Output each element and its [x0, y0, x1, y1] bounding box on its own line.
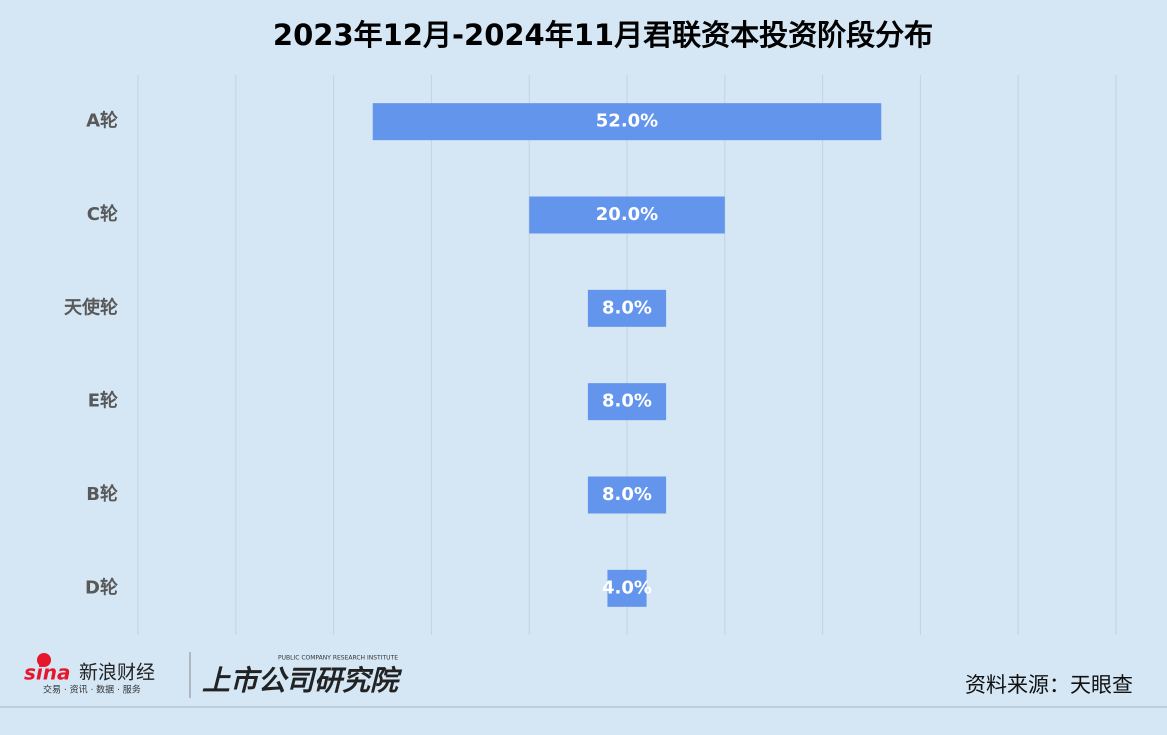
sina-logo: sina 新浪财经 交易 · 资讯 · 数据 · 服务	[24, 653, 155, 696]
y-tick-label: 天使轮	[64, 296, 118, 318]
bar	[372, 103, 882, 141]
source-note: 资料来源：天眼查	[965, 673, 1133, 697]
institute: 上市公司研究院	[202, 664, 403, 697]
plot-area: A轮 52.0% C轮 20.0% 天使轮 8.0% E轮 8.0% B轮 8.0% D轮 4.0%	[64, 75, 1117, 635]
data-label: 8.0%	[602, 297, 652, 318]
bar	[587, 383, 667, 421]
logo-eye	[37, 653, 51, 667]
y-tick-label: E轮	[88, 390, 118, 412]
data-label: 4.0%	[602, 577, 652, 598]
data-label: 8.0%	[602, 391, 652, 412]
logo-sina: sina	[24, 661, 71, 685]
y-tick-label: D轮	[85, 576, 118, 598]
bar	[607, 569, 647, 607]
y-tick-label: A轮	[86, 110, 118, 132]
y-tick-label: B轮	[86, 483, 118, 505]
logo-name: 新浪财经	[79, 662, 155, 684]
bar	[587, 476, 667, 514]
institute-en: PUBLIC COMPANY RESEARCH INSTITUTE	[278, 655, 398, 662]
data-label: 20.0%	[596, 204, 658, 225]
data-label: 52.0%	[596, 111, 658, 132]
data-label: 8.0%	[602, 484, 652, 505]
chart-title: 2023年12月-2024年11月君联资本投资阶段分布	[273, 18, 933, 52]
logo-tagline: 交易 · 资讯 · 数据 · 服务	[43, 684, 141, 696]
bar	[587, 289, 667, 327]
bar	[529, 196, 725, 234]
y-tick-label: C轮	[87, 203, 118, 225]
